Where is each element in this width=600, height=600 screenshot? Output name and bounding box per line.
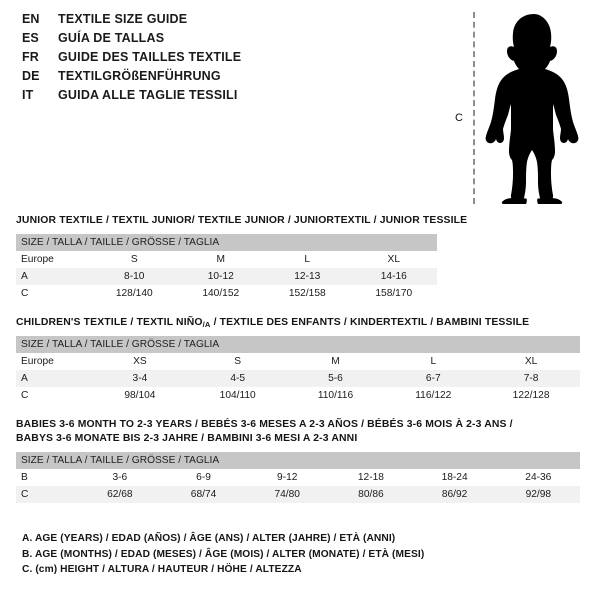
height-dashed-line (473, 12, 475, 204)
table-row: B 3-6 6-9 9-12 12-18 18-24 24-36 (16, 469, 580, 486)
table-row: C 98/104 104/110 110/116 116/122 122/128 (16, 387, 580, 404)
language-code-en: EN (22, 12, 40, 26)
children-a-col-1: 3-4 (91, 370, 189, 387)
table-row: Europe S M L XL (16, 251, 437, 268)
babies-c-col-4: 80/86 (329, 486, 413, 503)
section-babies-textile: BABIES 3-6 MONTH TO 2-3 YEARS / BEBÉS 3-… (16, 418, 581, 503)
children-row-label-a: A (16, 370, 91, 387)
language-row-de: DE TEXTILGRÖßENFÜHRUNG (22, 69, 442, 88)
language-code-es: ES (22, 31, 39, 45)
children-bar-label: SIZE / TALLA / TAILLE / GRÖSSE / TAGLIA (16, 336, 580, 353)
table-row: A 3-4 4-5 5-6 6-7 7-8 (16, 370, 580, 387)
legend-row-c: C. (cm) HEIGHT / ALTURA / HAUTEUR / HÖHE… (22, 564, 302, 575)
language-code-it: IT (22, 88, 34, 102)
table-row: Europe XS S M L XL (16, 353, 580, 370)
babies-c-col-2: 68/74 (161, 486, 246, 503)
legend-row-a: A. AGE (YEARS) / EDAD (AÑOS) / ÂGE (ANS)… (22, 533, 396, 544)
section-children-heading-post: / TEXTILE DES ENFANTS / KINDERTEXTIL / B… (210, 317, 530, 328)
babies-b-col-1: 3-6 (112, 472, 128, 483)
height-marker-label: C (455, 112, 463, 124)
children-c-col-3: 110/116 (317, 390, 354, 401)
guide-title-de: TEXTILGRÖßENFÜHRUNG (58, 69, 221, 83)
babies-b-col-6: 24-36 (525, 472, 552, 483)
junior-europe-col-4: XL (387, 254, 400, 265)
junior-a-col-3: 12-13 (264, 268, 351, 285)
junior-c-col-4: 158/170 (375, 288, 413, 299)
children-row-label-europe: Europe (21, 356, 54, 367)
language-code-fr: FR (22, 50, 39, 64)
children-europe-col-3: M (331, 356, 340, 367)
babies-b-col-2: 6-9 (196, 472, 211, 483)
babies-b-col-4: 12-18 (357, 472, 384, 483)
guide-title-en: TEXTILE SIZE GUIDE (58, 12, 188, 26)
children-c-col-5: 122/128 (512, 390, 550, 401)
guide-title-fr: GUIDE DES TAILLES TEXTILE (58, 50, 242, 64)
children-a-col-4: 6-7 (384, 370, 483, 387)
section-childrens-textile: CHILDREN'S TEXTILE / TEXTIL NIÑO/A / TEX… (16, 316, 580, 404)
junior-table-header-bar: SIZE / TALLA / TAILLE / GRÖSSE / TAGLIA (16, 234, 438, 251)
toddler-silhouette-icon (485, 14, 579, 204)
junior-europe-col-3: L (304, 254, 311, 265)
children-size-table: SIZE / TALLA / TAILLE / GRÖSSE / TAGLIA … (16, 336, 580, 404)
babies-c-col-5: 86/92 (412, 486, 497, 503)
babies-b-col-5: 18-24 (441, 472, 468, 483)
table-row: A 8-10 10-12 12-13 14-16 (16, 268, 438, 285)
section-junior-heading: JUNIOR TEXTILE / TEXTIL JUNIOR/ TEXTILE … (16, 215, 468, 226)
language-row-it: IT GUIDA ALLE TAGLIE TESSILI (22, 88, 442, 107)
children-a-col-2: 4-5 (188, 370, 287, 387)
junior-bar-label: SIZE / TALLA / TAILLE / GRÖSSE / TAGLIA (16, 234, 438, 251)
children-europe-col-4: L (430, 356, 437, 367)
language-row-fr: FR GUIDE DES TAILLES TEXTILE (22, 50, 442, 69)
junior-size-table: SIZE / TALLA / TAILLE / GRÖSSE / TAGLIA … (16, 234, 438, 302)
section-children-heading-pre: CHILDREN'S TEXTILE / TEXTIL NIÑO (16, 317, 203, 328)
section-babies-heading-line2: BABYS 3-6 MONATE BIS 2-3 JAHRE / BAMBINI… (16, 433, 358, 444)
babies-c-col-1: 62/68 (78, 486, 162, 503)
junior-a-col-1: 8-10 (91, 268, 178, 285)
children-table-header-bar: SIZE / TALLA / TAILLE / GRÖSSE / TAGLIA (16, 336, 580, 353)
junior-row-label-europe: Europe (21, 254, 54, 265)
babies-row-label-b: B (21, 472, 28, 483)
babies-b-col-3: 9-12 (277, 472, 298, 483)
section-babies-heading-line1: BABIES 3-6 MONTH TO 2-3 YEARS / BEBÉS 3-… (16, 419, 513, 430)
junior-a-col-2: 10-12 (177, 268, 264, 285)
junior-c-col-3: 152/158 (288, 288, 326, 299)
children-a-col-3: 5-6 (286, 370, 385, 387)
junior-europe-col-2: M (216, 254, 226, 265)
section-children-heading-sub: /A (202, 319, 211, 329)
guide-title-it: GUIDA ALLE TAGLIE TESSILI (58, 88, 238, 102)
children-a-col-5: 7-8 (482, 370, 580, 387)
guide-title-es: GUÍA DE TALLAS (58, 31, 165, 45)
children-europe-col-2: S (234, 356, 242, 367)
section-junior-textile: JUNIOR TEXTILE / TEXTIL JUNIOR/ TEXTILE … (16, 214, 467, 302)
babies-row-label-c: C (16, 486, 78, 503)
children-c-col-4: 116/122 (415, 390, 452, 401)
language-code-de: DE (22, 69, 40, 83)
children-c-col-2: 104/110 (219, 390, 256, 401)
children-c-col-1: 98/104 (124, 390, 156, 401)
junior-a-col-4: 14-16 (350, 268, 438, 285)
legend-row-b: B. AGE (MONTHS) / EDAD (MESES) / ÂGE (MO… (22, 548, 425, 560)
babies-bar-label: SIZE / TALLA / TAILLE / GRÖSSE / TAGLIA (16, 452, 581, 469)
children-europe-col-1: XS (133, 356, 147, 367)
children-europe-col-5: XL (524, 356, 538, 367)
language-title-block: EN TEXTILE SIZE GUIDE ES GUÍA DE TALLAS … (22, 12, 442, 107)
children-row-label-c: C (21, 390, 29, 401)
babies-table-header-bar: SIZE / TALLA / TAILLE / GRÖSSE / TAGLIA (16, 452, 581, 469)
babies-size-table: SIZE / TALLA / TAILLE / GRÖSSE / TAGLIA … (16, 452, 581, 503)
junior-europe-col-1: S (130, 254, 138, 265)
junior-c-col-2: 140/152 (202, 288, 240, 299)
junior-row-label-c: C (21, 288, 29, 299)
table-row: C 128/140 140/152 152/158 158/170 (16, 285, 437, 302)
section-children-heading: CHILDREN'S TEXTILE / TEXTIL NIÑO/A / TEX… (16, 316, 580, 330)
babies-c-col-3: 74/80 (245, 486, 330, 503)
junior-c-col-1: 128/140 (115, 288, 153, 299)
table-row: C 62/68 68/74 74/80 80/86 86/92 92/98 (16, 486, 581, 503)
legend-block: A. AGE (YEARS) / EDAD (AÑOS) / ÂGE (ANS)… (22, 531, 424, 578)
height-measurement-figure: C (452, 8, 592, 208)
junior-row-label-a: A (16, 268, 91, 285)
language-row-es: ES GUÍA DE TALLAS (22, 31, 442, 50)
babies-c-col-6: 92/98 (496, 486, 581, 503)
language-row-en: EN TEXTILE SIZE GUIDE (22, 12, 442, 31)
